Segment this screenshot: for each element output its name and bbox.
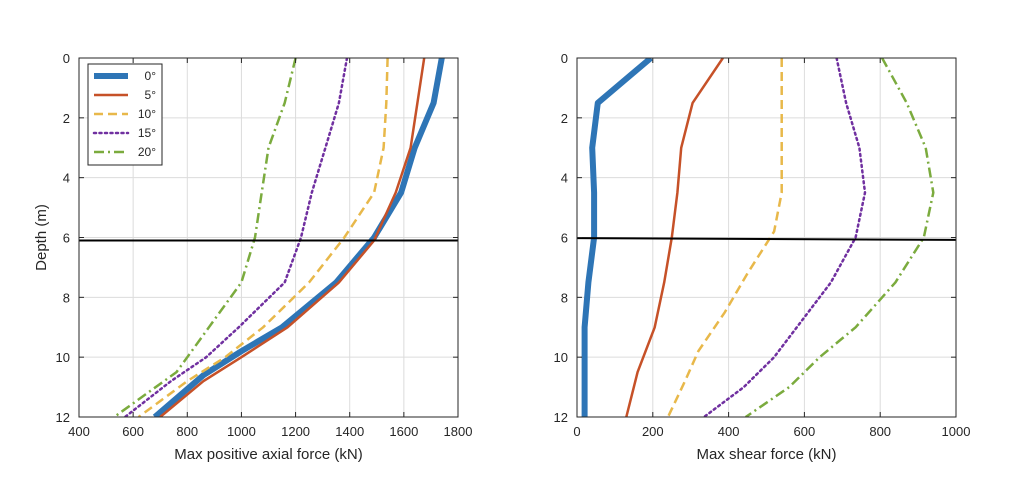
legend-label: 10° — [138, 107, 156, 121]
x-axis-label: Max positive axial force (kN) — [174, 446, 362, 463]
x-tick-label: 0 — [573, 424, 580, 439]
y-tick-label: 4 — [561, 171, 568, 186]
y-tick-label: 2 — [63, 111, 70, 126]
series-line-5deg — [159, 58, 426, 417]
shear-force-chart: 0 200 400 600 800 1000 0 2 4 6 8 10 12 Max shear forc… — [554, 51, 971, 463]
series-line-10deg — [666, 58, 783, 417]
y-tick-label: 2 — [561, 111, 568, 126]
legend-label: 5° — [145, 88, 157, 102]
series-group — [113, 58, 445, 417]
legend-label: 0° — [145, 69, 157, 83]
x-tick-label: 1000 — [942, 424, 971, 439]
y-tick-label: 8 — [561, 290, 568, 305]
y-tick-label: 0 — [561, 51, 568, 66]
y-tick-label: 12 — [56, 410, 70, 425]
series-line-5deg — [625, 58, 724, 417]
x-tick-label: 1800 — [444, 424, 473, 439]
x-tick-label: 200 — [642, 424, 664, 439]
x-tick-label: 1600 — [389, 424, 418, 439]
x-tick-label: 400 — [68, 424, 90, 439]
legend: 0° 5° 10° 15° 20° — [87, 63, 163, 166]
y-tick-label: 12 — [554, 410, 568, 425]
y-tick-label: 10 — [56, 350, 70, 365]
y-axis-label: Depth (m) — [33, 204, 50, 271]
y-tick-label: 8 — [63, 290, 70, 305]
legend-label: 15° — [138, 126, 156, 140]
series-line-20deg — [744, 58, 935, 417]
series-line-20deg — [113, 58, 297, 417]
x-axis-label: Max shear force (kN) — [696, 446, 836, 463]
x-tick-label: 800 — [176, 424, 198, 439]
series-line-15deg — [702, 58, 867, 417]
series-line-0deg — [152, 58, 445, 417]
x-tick-label: 1200 — [281, 424, 310, 439]
y-tick-label: 4 — [63, 171, 70, 186]
y-tick-label: 6 — [63, 231, 70, 246]
y-tick-label: 0 — [63, 51, 70, 66]
series-line-15deg — [123, 58, 349, 417]
x-tick-label: 400 — [718, 424, 740, 439]
x-tick-label: 1400 — [335, 424, 364, 439]
x-tick-label: 1000 — [227, 424, 256, 439]
x-tick-label: 800 — [869, 424, 891, 439]
series-line-10deg — [137, 58, 389, 417]
axial-force-chart: 400 600 800 1000 1200 1400 1600 1800 0 2 4 6 8 10 12 Ma… — [33, 51, 472, 463]
legend-label: 20° — [138, 145, 156, 159]
x-tick-label: 600 — [794, 424, 816, 439]
y-tick-label: 10 — [554, 350, 568, 365]
y-tick-label: 6 — [561, 231, 568, 246]
x-tick-label: 600 — [122, 424, 144, 439]
reference-depth-line — [576, 237, 957, 241]
